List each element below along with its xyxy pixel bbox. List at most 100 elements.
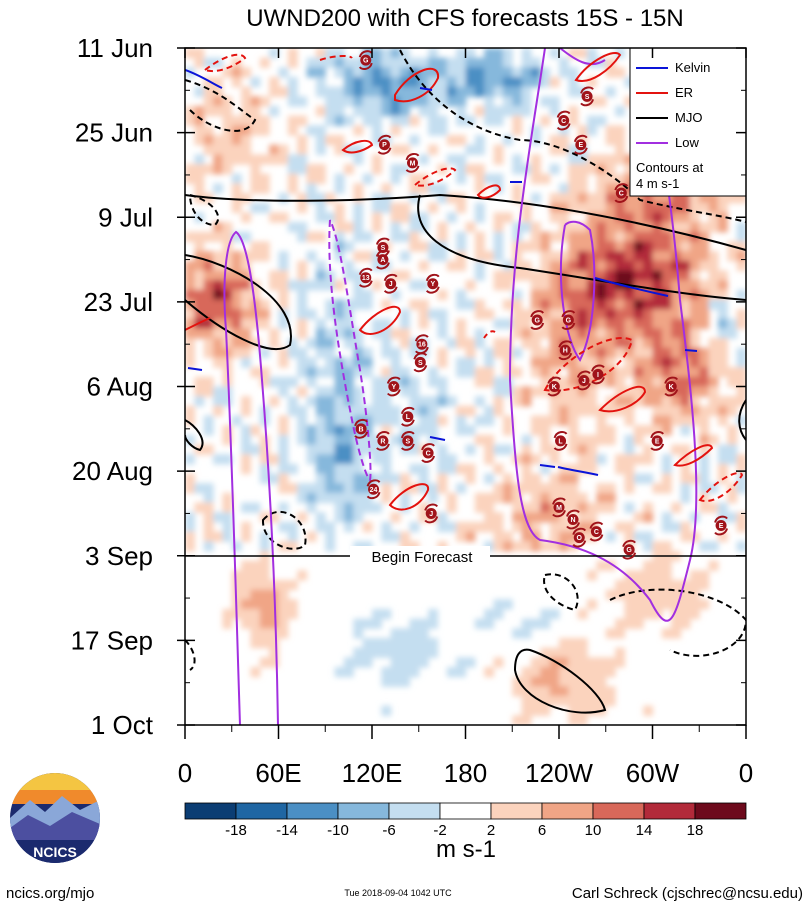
field-cell [287,154,298,165]
field-cell [661,260,672,272]
field-cell [465,425,476,436]
storm-icon [615,187,627,199]
field-cell [409,444,420,455]
field-cell [241,444,252,455]
field-cell [334,309,345,320]
field-cell [400,666,410,678]
field-cell [689,280,700,291]
storm-id: L [406,414,411,421]
field-cell [699,251,710,262]
field-cell [708,483,719,494]
field-cell [381,666,392,678]
field-cell [325,492,336,504]
kelvin-contour-5 [187,367,203,371]
field-cell [568,338,579,349]
storm-marker: N [566,509,580,530]
field-cell [530,473,541,484]
field-cell [652,260,663,272]
field-cell [708,251,719,262]
field-cell [372,318,382,330]
field-cell [568,502,579,513]
field-cell [540,241,551,252]
field-cell [605,357,616,368]
field-cell [287,463,298,475]
field-cell [203,251,214,262]
field-cell [428,202,439,214]
field-cell [549,492,560,504]
storm-swirl-arm [580,98,595,107]
y-tick-label: 9 Jul [98,202,153,232]
field-cell [231,338,242,349]
field-cell [615,67,626,78]
field-cell [250,164,261,175]
field-cell [362,521,373,533]
field-cell [241,144,252,155]
field-cell [624,396,635,407]
field-cell [530,309,541,320]
field-cell [325,299,336,310]
storm-id: S [418,360,423,367]
field-cell [633,309,644,320]
field-cell [643,222,654,233]
field-cell [194,115,205,126]
field-cell [325,405,336,417]
field-cell [624,202,635,214]
field-cell [390,222,401,233]
field-cell [680,425,691,436]
field-cell [259,125,270,136]
field-cell [530,521,541,533]
field-cell [699,599,710,610]
field-cell [671,202,682,214]
field-cell [661,193,672,204]
field-cell [259,560,270,571]
field-cell [512,386,523,397]
storm-swirl-arm [425,273,440,282]
field-cell [203,280,214,291]
field-cell [577,280,588,291]
field-cell [278,299,289,310]
field-cell [549,347,560,359]
field-cell [484,106,495,117]
field-cell [540,357,551,368]
field-cell [577,637,588,649]
field-cell [708,376,719,388]
field-cell [643,309,654,320]
field-cell [577,231,588,243]
field-cell [428,376,439,388]
field-cell [222,270,233,281]
field-cell [493,512,504,523]
field-cell [577,521,588,533]
field-cell [278,502,289,513]
field-cell [278,473,289,484]
field-cell [315,260,326,272]
field-cell [708,260,719,272]
field-cell [353,463,364,475]
field-cell [708,212,719,223]
field-cell [624,222,635,233]
field-cell [306,376,317,388]
field-cell [409,299,420,310]
field-cell [689,347,700,359]
field-cell [736,376,746,388]
field-cell [652,309,663,320]
field-cell [671,212,682,223]
field-cell [484,473,495,484]
colorbar-tick-label: 2 [487,822,495,839]
field-cell [259,570,270,581]
field-cell [549,251,560,262]
field-cell [652,376,663,388]
field-cell [390,67,401,78]
storm-marker: K [547,376,562,397]
field-cell [633,454,644,465]
field-cell [652,386,663,397]
field-cell [456,260,467,272]
field-cell [446,666,457,678]
field-cell [325,531,336,542]
field-cell [400,473,410,484]
field-cell [194,48,205,59]
er-dashed-2 [698,472,744,503]
field-cell [185,483,195,494]
colorbar-tick-label: -18 [225,822,247,839]
field-cell [736,347,746,359]
field-cell [259,628,270,639]
